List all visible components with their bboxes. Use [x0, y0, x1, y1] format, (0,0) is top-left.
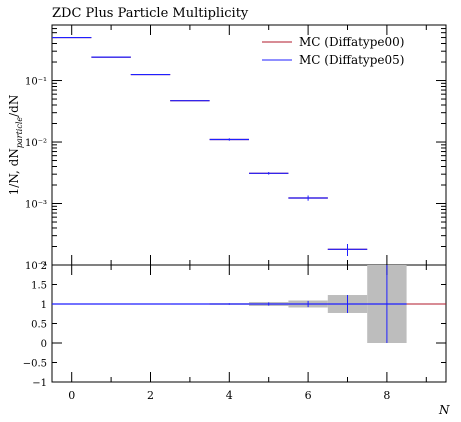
y-tick-label: 10⁻²	[25, 138, 47, 149]
svg-text:1/N, dNparticle/dN: 1/N, dNparticle/dN	[7, 95, 24, 196]
y-tick-label: 10⁻⁴	[25, 261, 47, 272]
x-tick-label: 4	[226, 389, 233, 402]
x-tick-label: 6	[305, 389, 312, 402]
x-tick-label: 8	[383, 389, 390, 402]
ratio-y-tick-label: −0.5	[23, 359, 47, 370]
ratio-y-tick-label: 0.5	[31, 320, 47, 331]
legend-label-diffatype00: MC (Diffatype00)	[299, 35, 404, 49]
x-axis-label: N	[438, 403, 450, 417]
ratio-y-tick-label: 1.5	[31, 281, 47, 292]
x-tick-label: 0	[68, 389, 75, 402]
ratio-y-tick-label: −1	[32, 378, 47, 389]
main-series	[52, 36, 368, 257]
y-tick-label: 10⁻¹	[25, 77, 47, 88]
chart-title: ZDC Plus Particle Multiplicity	[52, 6, 249, 21]
ratio-series	[52, 265, 446, 343]
y-axis-label-tail: /dN	[7, 95, 21, 117]
legend-label-diffatype05: MC (Diffatype05)	[299, 53, 404, 67]
ratio-y-tick-label: 2	[41, 261, 47, 272]
y-axis-label: 1/N, dNparticle/dN	[7, 95, 24, 196]
y-axis-label-sub: particle	[15, 117, 24, 149]
legend: MC (Diffatype00) MC (Diffatype05)	[262, 35, 404, 67]
x-tick-labels: 0 2 4 6 8	[68, 389, 390, 402]
ratio-y-tick-label: 0	[41, 339, 47, 350]
x-tick-label: 2	[147, 389, 154, 402]
ratio-y-tick-label: 1	[41, 300, 47, 311]
y-axis-label-main: 1/N, dN	[7, 148, 21, 195]
y-tick-label: 10⁻³	[25, 200, 47, 211]
ratio-panel: −1 −0.5 0 0.5 1 1.5 2	[23, 261, 447, 389]
